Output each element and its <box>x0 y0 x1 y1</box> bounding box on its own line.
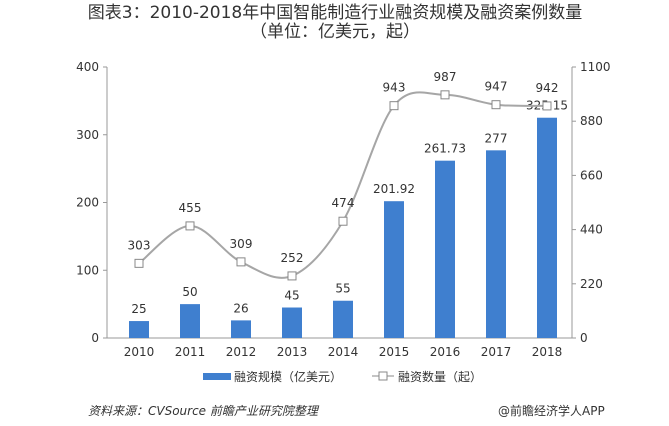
line-label: 942 <box>536 81 559 95</box>
bar <box>333 300 353 338</box>
legend-bar-label: 融资规模（亿美元） <box>234 369 342 384</box>
line-marker <box>491 100 501 110</box>
x-tick-label: 2018 <box>532 345 563 359</box>
bar <box>129 321 149 338</box>
line-marker <box>287 271 297 281</box>
right-tick-label: 0 <box>580 331 588 345</box>
bar-label: 26 <box>233 301 248 315</box>
bar <box>486 150 506 338</box>
line-label: 303 <box>128 238 151 252</box>
bar-label: 277 <box>485 131 508 145</box>
line-marker <box>338 216 348 226</box>
line-marker <box>185 221 195 231</box>
line-series <box>138 91 548 279</box>
line-label: 455 <box>179 201 202 215</box>
left-tick-label: 400 <box>76 60 99 74</box>
bar-label: 261.73 <box>424 142 466 156</box>
x-tick-label: 2016 <box>430 345 461 359</box>
left-tick-label: 200 <box>76 196 99 210</box>
x-tick-label: 2011 <box>175 345 206 359</box>
bar <box>537 117 557 338</box>
line-marker <box>542 101 552 111</box>
line-marker <box>440 90 450 100</box>
line-marker <box>134 258 144 268</box>
x-tick-label: 2017 <box>481 345 512 359</box>
source-note: 资料来源：CVSource 前瞻产业研究院整理 <box>88 404 318 418</box>
left-tick-label: 300 <box>76 128 99 142</box>
bar-label: 50 <box>182 285 197 299</box>
legend-line-label: 融资数量（起） <box>398 369 482 384</box>
right-tick-label: 660 <box>580 168 603 182</box>
x-tick-label: 2015 <box>379 345 410 359</box>
legend-bar-swatch <box>203 373 231 380</box>
bar <box>282 307 302 338</box>
right-tick-label: 220 <box>580 277 603 291</box>
line-label: 252 <box>281 251 304 265</box>
x-tick-label: 2014 <box>328 345 359 359</box>
x-tick-label: 2013 <box>277 345 308 359</box>
bar-label: 25 <box>131 302 146 316</box>
legend-line-marker <box>378 371 388 381</box>
line-label: 309 <box>230 237 253 251</box>
bar <box>435 160 455 338</box>
x-tick-label: 2010 <box>124 345 155 359</box>
line-label: 947 <box>485 80 508 94</box>
bar <box>384 201 404 338</box>
watermark: @前瞻经济学人APP <box>498 404 605 418</box>
bar-label: 45 <box>284 289 299 303</box>
bar-label: 55 <box>335 282 350 296</box>
line-marker <box>389 101 399 111</box>
x-tick-label: 2012 <box>226 345 257 359</box>
line-label: 987 <box>434 70 457 84</box>
line-marker <box>236 257 246 267</box>
line-label: 474 <box>332 196 355 210</box>
line-label: 943 <box>383 81 406 95</box>
chart-title: 图表3：2010-2018年中国智能制造行业融资规模及融资案例数量（单位：亿美元… <box>87 3 583 42</box>
left-tick-label: 100 <box>76 263 99 277</box>
left-tick-label: 0 <box>91 331 99 345</box>
right-tick-label: 1100 <box>580 60 611 74</box>
right-tick-label: 440 <box>580 223 603 237</box>
bar <box>231 320 251 338</box>
right-tick-label: 880 <box>580 114 603 128</box>
bar-label: 201.92 <box>373 182 415 196</box>
bar <box>180 304 200 338</box>
